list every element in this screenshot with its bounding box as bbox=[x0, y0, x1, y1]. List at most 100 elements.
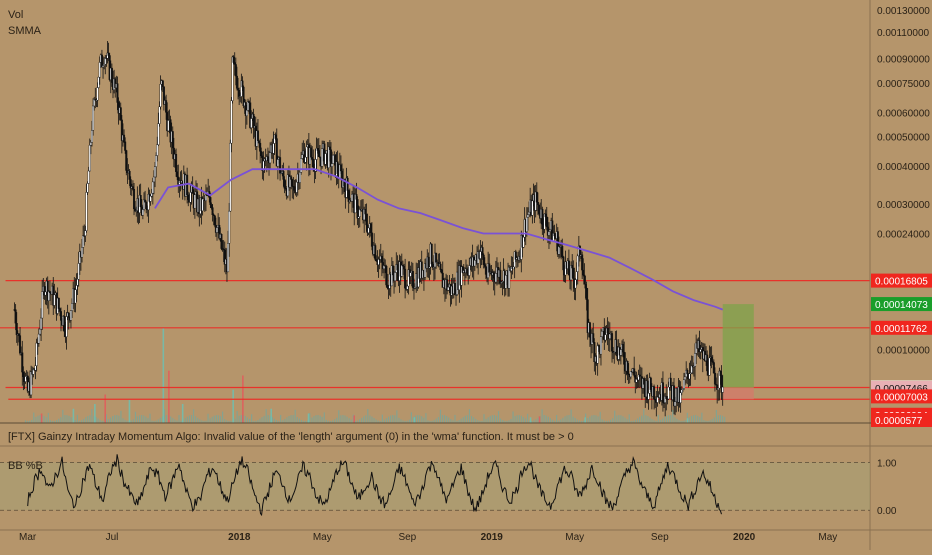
volume-bar bbox=[375, 419, 377, 423]
candle-body bbox=[514, 251, 517, 260]
volume-bar bbox=[163, 409, 166, 423]
volume-bar bbox=[570, 409, 572, 423]
x-tick-label: Sep bbox=[651, 532, 669, 543]
volume-bar bbox=[427, 420, 429, 423]
candle-body bbox=[365, 213, 368, 226]
volume-bar bbox=[151, 420, 153, 423]
volume-bar bbox=[307, 413, 310, 423]
volume-bar bbox=[584, 417, 586, 423]
volume-bar bbox=[562, 417, 564, 423]
volume-bar bbox=[466, 415, 469, 423]
volume-bar bbox=[350, 419, 352, 423]
candle-body bbox=[97, 76, 100, 88]
candle-body bbox=[167, 120, 170, 132]
volume-bar bbox=[518, 415, 520, 423]
candle-body bbox=[575, 271, 578, 280]
volume-bar bbox=[257, 420, 259, 423]
volume-bar bbox=[215, 415, 217, 423]
candle-body bbox=[596, 345, 599, 364]
bb-percent-line[interactable] bbox=[27, 454, 722, 517]
candle-body bbox=[646, 380, 649, 400]
volume-bar bbox=[211, 416, 213, 423]
volume-bar bbox=[595, 415, 597, 423]
y-tick-label: 0.00130000 bbox=[877, 6, 930, 17]
candle-body bbox=[619, 349, 622, 356]
candle-body bbox=[24, 376, 27, 382]
indicator-error-message: [FTX] Gainzy Intraday Momentum Algo: Inv… bbox=[8, 431, 574, 443]
volume-bar bbox=[157, 419, 159, 423]
bb-band-fill bbox=[0, 462, 870, 511]
volume-bar bbox=[582, 420, 585, 423]
volume-bar bbox=[224, 419, 226, 423]
candle-body bbox=[331, 163, 334, 167]
x-tick-label: 2019 bbox=[481, 532, 504, 543]
volume-bar bbox=[576, 419, 578, 423]
volume-bar bbox=[516, 415, 518, 423]
volume-bar bbox=[280, 414, 282, 423]
volume-bar bbox=[547, 416, 549, 423]
volume-bar bbox=[697, 415, 699, 423]
candle-body bbox=[584, 284, 587, 289]
bb-indicator-label[interactable]: BB %B bbox=[8, 460, 43, 472]
volume-bar bbox=[51, 420, 54, 423]
volume-bar bbox=[543, 415, 545, 423]
volume-bar bbox=[626, 419, 628, 423]
candle-body bbox=[561, 246, 564, 257]
candle-body bbox=[396, 264, 399, 271]
candle-body bbox=[92, 105, 95, 131]
volume-bar bbox=[497, 411, 500, 423]
candle-body bbox=[186, 174, 189, 196]
candle-body bbox=[409, 272, 412, 277]
volume-bar bbox=[60, 417, 62, 423]
volume-bar bbox=[37, 415, 39, 423]
volume-bar bbox=[475, 418, 477, 423]
candle-body bbox=[220, 234, 223, 249]
candle-body bbox=[680, 389, 683, 393]
candle-body bbox=[37, 333, 40, 344]
volume-bar bbox=[184, 418, 186, 423]
candle-body bbox=[593, 342, 596, 363]
volume-bar bbox=[651, 419, 653, 423]
volume-bar bbox=[29, 420, 31, 423]
candle-body bbox=[541, 208, 544, 225]
volume-bar bbox=[221, 411, 224, 423]
volume-bar bbox=[122, 418, 124, 423]
bb-y-tick-label: 0.00 bbox=[877, 506, 897, 517]
candle-body bbox=[535, 191, 538, 203]
volume-bar bbox=[690, 415, 693, 423]
volume-bar bbox=[520, 415, 522, 423]
volume-bar bbox=[609, 419, 612, 423]
volume-bar bbox=[172, 417, 174, 423]
volume-bar bbox=[508, 420, 510, 423]
candle-body bbox=[252, 113, 255, 128]
candle-body bbox=[311, 157, 314, 160]
volume-bar bbox=[24, 420, 27, 423]
candle-body bbox=[347, 190, 350, 202]
candle-body bbox=[316, 148, 319, 151]
candle-body bbox=[241, 80, 244, 88]
vol-indicator-label[interactable]: Vol bbox=[8, 9, 24, 21]
profit-target-zone[interactable] bbox=[722, 304, 754, 388]
candle-body bbox=[385, 266, 388, 286]
volume-bar bbox=[538, 416, 541, 423]
candle-body bbox=[669, 377, 672, 386]
candle-body bbox=[332, 154, 335, 164]
smma-line[interactable] bbox=[154, 168, 724, 311]
volume-bar bbox=[300, 419, 303, 423]
volume-bar bbox=[313, 416, 315, 423]
smma-indicator-label[interactable]: SMMA bbox=[8, 25, 41, 37]
candle-body bbox=[269, 152, 272, 164]
candle-body bbox=[34, 365, 37, 371]
volume-bar bbox=[263, 415, 265, 423]
volume-bar bbox=[390, 415, 392, 423]
candle-body bbox=[149, 195, 152, 202]
candle-body bbox=[370, 232, 373, 247]
volume-bar bbox=[97, 418, 99, 423]
volume-bar bbox=[162, 328, 165, 423]
candle-body bbox=[622, 344, 625, 353]
candle-body bbox=[346, 177, 349, 191]
volume-bar bbox=[68, 415, 70, 423]
volume-bar bbox=[510, 419, 512, 423]
stop-loss-zone[interactable] bbox=[722, 387, 754, 400]
